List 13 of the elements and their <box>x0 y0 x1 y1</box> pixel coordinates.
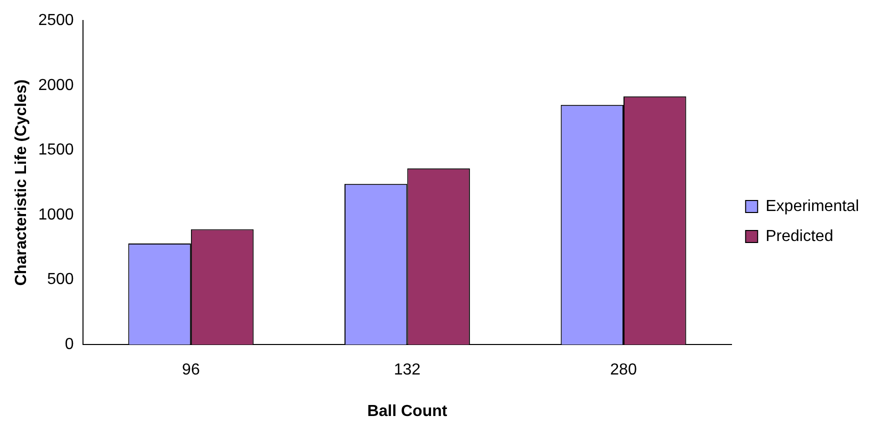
x-tick-label: 132 <box>394 362 421 379</box>
y-tick-label: 0 <box>64 336 74 354</box>
x-tick-label: 280 <box>610 362 637 379</box>
y-tick-label: 1500 <box>38 142 74 159</box>
y-tick-label: 2500 <box>38 12 74 30</box>
x-axis-title: Ball Count <box>367 402 448 420</box>
y-tick-label: 2000 <box>38 76 74 94</box>
legend-label: Predicted <box>766 228 834 245</box>
y-axis-title: Characteristic Life (Cycles) <box>13 79 30 286</box>
y-tick-label: 500 <box>47 271 74 288</box>
x-tick-label: 96 <box>182 362 200 379</box>
y-tick-label: 1000 <box>38 206 74 224</box>
legend-label: Experimental <box>766 198 859 215</box>
